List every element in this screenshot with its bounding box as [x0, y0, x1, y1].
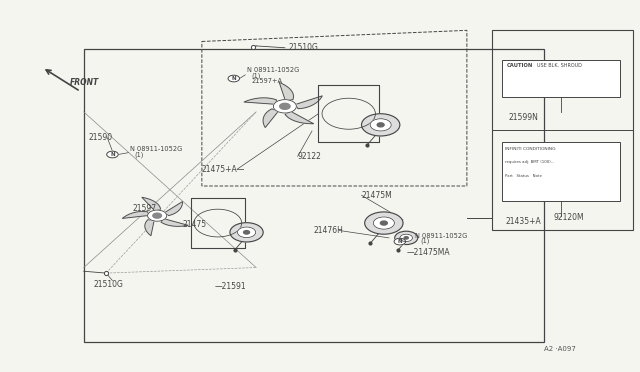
Circle shape [400, 234, 413, 241]
Text: requires adj. BMT (100)...: requires adj. BMT (100)... [505, 160, 555, 164]
Circle shape [280, 103, 290, 109]
Circle shape [362, 114, 400, 136]
Text: Part   Status   Note: Part Status Note [505, 174, 542, 178]
Text: N: N [110, 152, 115, 157]
Text: INFINITI CONDITIONING: INFINITI CONDITIONING [505, 147, 556, 151]
FancyBboxPatch shape [502, 60, 620, 97]
Polygon shape [263, 109, 278, 128]
Text: 21435+A: 21435+A [505, 217, 541, 226]
Text: 21597: 21597 [133, 204, 157, 213]
Polygon shape [244, 98, 276, 104]
Circle shape [395, 231, 418, 244]
Text: N 08911-1052G: N 08911-1052G [130, 146, 182, 152]
Polygon shape [145, 219, 154, 236]
Circle shape [380, 221, 387, 225]
Polygon shape [161, 219, 188, 226]
Circle shape [394, 238, 406, 245]
Circle shape [228, 75, 239, 82]
Polygon shape [165, 202, 182, 215]
Text: USE BLK. SHROUD: USE BLK. SHROUD [537, 62, 582, 68]
Text: 92120M: 92120M [553, 213, 584, 222]
Text: 21476H: 21476H [314, 226, 344, 235]
Text: 21510G: 21510G [93, 280, 123, 289]
Text: 21597+A: 21597+A [252, 78, 283, 84]
Circle shape [237, 227, 256, 238]
Circle shape [377, 123, 384, 127]
Polygon shape [285, 112, 314, 124]
Circle shape [107, 151, 118, 158]
Text: N: N [232, 76, 236, 81]
Circle shape [244, 231, 250, 234]
Text: 21599N: 21599N [508, 113, 538, 122]
Text: N: N [397, 239, 402, 244]
Circle shape [370, 119, 391, 131]
Circle shape [365, 212, 403, 234]
Circle shape [148, 210, 167, 221]
Circle shape [153, 213, 161, 218]
Text: (1): (1) [420, 238, 429, 244]
Polygon shape [279, 83, 294, 100]
Circle shape [230, 223, 263, 242]
Bar [191, 198, 245, 248]
Text: CAUTION: CAUTION [506, 62, 533, 68]
Text: —21591: —21591 [214, 282, 246, 291]
Text: N 08911-1052G: N 08911-1052G [246, 67, 299, 73]
Text: 21590: 21590 [88, 133, 112, 142]
Circle shape [373, 217, 394, 229]
Circle shape [273, 100, 296, 113]
Polygon shape [296, 96, 323, 109]
Text: 21510G: 21510G [288, 43, 318, 52]
Text: —21475MA: —21475MA [406, 248, 450, 257]
Circle shape [404, 237, 408, 239]
Bar [84, 49, 543, 341]
Text: (1): (1) [135, 152, 144, 158]
Text: 92122: 92122 [298, 152, 321, 161]
Polygon shape [142, 197, 161, 210]
Text: 21475+A—: 21475+A— [202, 165, 245, 174]
Text: FRONT: FRONT [70, 78, 99, 87]
Bar [492, 31, 633, 231]
Bar [319, 85, 379, 142]
Polygon shape [122, 211, 148, 218]
Text: A2 ·A097: A2 ·A097 [543, 346, 575, 352]
Text: (1): (1) [252, 72, 261, 79]
Text: 21475M: 21475M [362, 191, 392, 200]
Text: N 08911-1052G: N 08911-1052G [415, 233, 467, 239]
FancyBboxPatch shape [502, 141, 620, 201]
Text: 21475: 21475 [182, 221, 207, 230]
